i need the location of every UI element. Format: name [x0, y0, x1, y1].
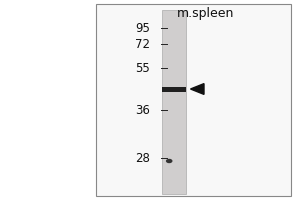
Text: 95: 95 — [135, 21, 150, 34]
Bar — [162, 10, 186, 194]
Polygon shape — [190, 84, 204, 94]
Text: 28: 28 — [135, 152, 150, 164]
Text: 72: 72 — [135, 38, 150, 50]
Text: 55: 55 — [135, 62, 150, 74]
Text: 36: 36 — [135, 104, 150, 116]
Ellipse shape — [166, 159, 172, 163]
Text: m.spleen: m.spleen — [177, 6, 234, 20]
Bar — [162, 86, 186, 92]
Bar — [96, 4, 291, 196]
